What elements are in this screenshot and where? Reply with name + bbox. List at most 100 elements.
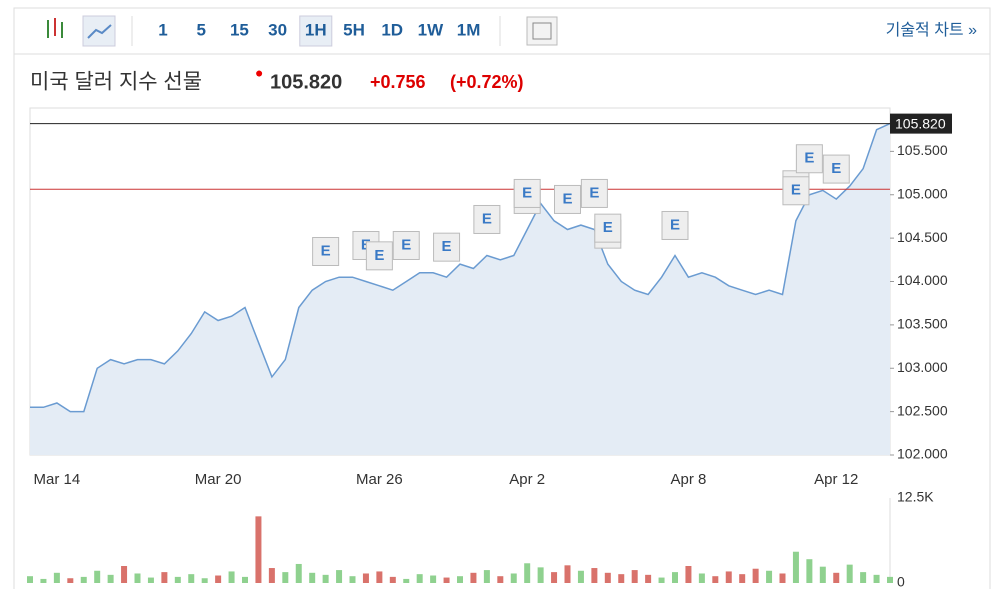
event-marker[interactable] — [795, 144, 823, 174]
y-tick-label: 103.000 — [897, 359, 948, 375]
event-label: E — [589, 184, 599, 201]
volume-bar — [551, 572, 558, 583]
event-label: E — [374, 247, 384, 264]
interval-button[interactable]: 1 — [158, 20, 167, 39]
volume-bar — [67, 578, 74, 583]
event-marker[interactable] — [580, 178, 608, 208]
volume-bar — [255, 516, 262, 583]
volume-bar — [161, 572, 168, 583]
event-label: E — [804, 150, 814, 167]
volume-bar — [739, 574, 746, 583]
change: +0.756 — [370, 72, 426, 92]
volume-bar — [174, 576, 181, 583]
volume-bar — [282, 572, 289, 583]
event-label: E — [791, 182, 801, 199]
x-tick-label: Apr 8 — [671, 471, 707, 488]
volume-bar — [403, 578, 410, 583]
volume-bar — [631, 570, 638, 583]
interval-button[interactable]: 1H — [305, 20, 327, 39]
event-marker[interactable] — [433, 232, 461, 262]
volume-bar — [80, 576, 87, 583]
volume-bar — [766, 570, 773, 583]
y-tick-label: 105.000 — [897, 185, 948, 201]
volume-bar — [295, 563, 302, 583]
event-label: E — [562, 190, 572, 207]
volume-bar — [40, 578, 47, 583]
event-marker[interactable] — [661, 210, 689, 240]
event-label: E — [321, 242, 331, 259]
volume-bar — [483, 570, 490, 583]
volume-bar — [887, 576, 893, 583]
volume-bar — [201, 578, 208, 583]
interval-button[interactable]: 30 — [268, 20, 287, 39]
event-marker[interactable] — [392, 231, 420, 260]
interval-button[interactable]: 5H — [343, 20, 365, 39]
interval-button[interactable]: 15 — [230, 20, 249, 39]
volume-bar — [806, 559, 813, 583]
volume-bar — [591, 568, 598, 583]
last-price-tag — [890, 113, 952, 134]
event-marker[interactable] — [782, 176, 810, 206]
volume-bar — [645, 574, 652, 583]
volume-bar — [147, 577, 154, 583]
volume-bar — [322, 574, 329, 583]
event-marker[interactable] — [365, 241, 393, 271]
interval-button[interactable]: 5 — [196, 20, 205, 39]
volume-bar — [457, 576, 463, 583]
event-marker[interactable] — [312, 237, 340, 266]
candle-icon[interactable] — [47, 18, 63, 38]
x-tick-label: Mar 14 — [34, 471, 81, 488]
event-marker[interactable] — [473, 204, 501, 234]
volume-bar — [268, 568, 275, 583]
volume-bar — [846, 564, 853, 583]
volume-bar — [309, 572, 316, 583]
event-marker[interactable] — [554, 184, 581, 214]
y-tick-label: 104.500 — [897, 229, 948, 245]
settings-icon[interactable] — [526, 16, 558, 46]
volume-bar — [792, 551, 799, 583]
y-tick-label: 104.000 — [897, 272, 948, 288]
event-marker[interactable] — [822, 154, 850, 184]
volume-bar — [27, 576, 33, 583]
volume-bar — [497, 576, 504, 583]
volume-bar — [672, 572, 678, 583]
interval-active-bg — [299, 15, 333, 47]
x-tick-label: Apr 2 — [509, 471, 545, 488]
volume-bar — [430, 575, 437, 583]
technical-chart-link[interactable]: 기술적 차트 » — [886, 21, 977, 39]
event-marker[interactable] — [513, 178, 541, 208]
event-marker[interactable] — [594, 213, 622, 243]
volume-bar — [349, 576, 356, 583]
volume-tick-label: 0 — [897, 574, 905, 589]
y-tick-label: 102.500 — [897, 402, 948, 418]
price-line — [30, 122, 891, 413]
live-dot: ● — [255, 65, 263, 81]
instrument-title: 미국 달러 지수 선물 — [30, 71, 202, 94]
volume-bar — [819, 566, 826, 583]
volume-bar — [510, 573, 517, 583]
volume-bar — [362, 573, 369, 583]
volume-bar — [107, 574, 114, 583]
volume-bar — [134, 573, 141, 583]
price-area — [30, 123, 890, 455]
volume-bar — [242, 576, 248, 583]
interval-button[interactable]: 1M — [457, 20, 481, 39]
event-label: E — [831, 160, 841, 177]
volume-bar — [443, 577, 450, 583]
volume-bar — [53, 572, 60, 583]
x-tick-label: Mar 26 — [356, 471, 403, 488]
volume-bar — [860, 572, 867, 583]
event-label: E — [670, 216, 680, 233]
volume-bar — [336, 570, 343, 583]
volume-bar — [121, 566, 128, 583]
interval-button[interactable]: 1W — [418, 20, 444, 39]
volume-bar — [537, 567, 544, 583]
event-label: E — [603, 219, 613, 236]
volume-bar — [188, 574, 195, 583]
volume-bar — [215, 575, 222, 583]
volume-bar — [376, 571, 383, 583]
interval-button[interactable]: 1D — [381, 20, 403, 39]
event-label: E — [401, 236, 411, 253]
